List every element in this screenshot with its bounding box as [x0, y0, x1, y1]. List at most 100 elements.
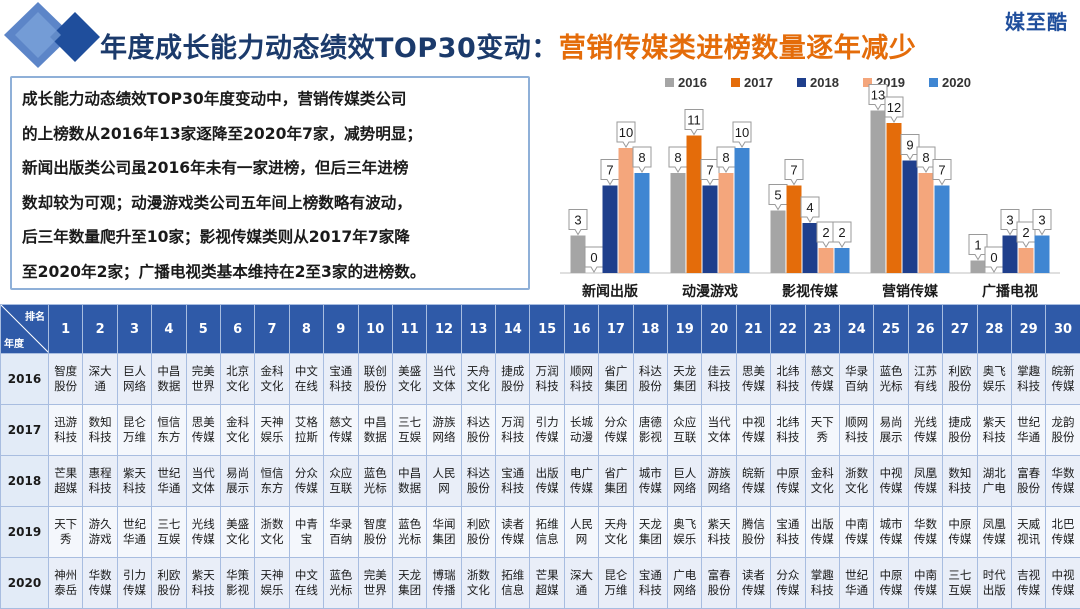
company-cell: 当代文体: [702, 405, 736, 456]
company-cell: 中南传媒: [908, 558, 942, 609]
category-label: 动漫游戏: [682, 283, 738, 300]
legend-swatch: [797, 78, 806, 87]
company-cell: 读者传媒: [496, 507, 530, 558]
rank-header: 29: [1011, 305, 1045, 354]
company-cell: 神州泰岳: [49, 558, 83, 609]
corner-rank-label: 排名: [25, 308, 45, 323]
rank-header: 30: [1046, 305, 1080, 354]
company-name: 浙数文化: [463, 568, 493, 598]
company-name: 蓝色光标: [360, 466, 390, 496]
data-label: 7: [706, 163, 713, 178]
company-cell: 深大通: [83, 354, 117, 405]
table-corner: 排名年度: [1, 305, 49, 354]
company-cell: 凤凰传媒: [977, 507, 1011, 558]
company-cell: 引力传媒: [117, 558, 151, 609]
category-label: 新闻出版: [582, 283, 638, 300]
company-name: 紫天科技: [119, 466, 149, 496]
data-label: 7: [606, 163, 613, 178]
company-cell: 蓝色光标: [392, 507, 426, 558]
company-name: 中昌数据: [395, 466, 425, 496]
rank-header: 16: [564, 305, 598, 354]
company-name: 昆仑万维: [119, 415, 149, 445]
company-cell: 中昌数据: [392, 456, 426, 507]
company-cell: 天舟文化: [461, 354, 495, 405]
company-cell: 中视传媒: [874, 456, 908, 507]
company-name: 紫天科技: [704, 517, 734, 547]
company-cell: 捷成股份: [943, 405, 977, 456]
company-name: 慈文传媒: [807, 364, 837, 394]
company-name: 世纪华通: [842, 568, 872, 598]
company-name: 江苏有线: [910, 364, 940, 394]
company-cell: 湖北广电: [977, 456, 1011, 507]
bar: [819, 248, 834, 273]
company-name: 科达股份: [635, 364, 665, 394]
company-name: 中昌数据: [154, 364, 184, 394]
company-name: 中原传媒: [945, 517, 975, 547]
data-label: 13: [871, 88, 885, 103]
company-cell: 光线传媒: [186, 507, 220, 558]
bar: [903, 161, 918, 274]
company-cell: 华录百纳: [324, 507, 358, 558]
company-name: 易尚展示: [223, 466, 253, 496]
company-name: 佳云科技: [704, 364, 734, 394]
bar: [671, 173, 686, 273]
company-cell: 唐德影视: [633, 405, 667, 456]
company-cell: 完美世界: [186, 354, 220, 405]
legend-swatch: [929, 78, 938, 87]
bar: [871, 111, 886, 274]
company-cell: 中原传媒: [874, 558, 908, 609]
legend-swatch: [665, 78, 674, 87]
company-cell: 中原传媒: [943, 507, 977, 558]
rank-header: 20: [702, 305, 736, 354]
legend-label: 2020: [942, 75, 971, 90]
rank-header: 23: [805, 305, 839, 354]
company-name: 深大通: [85, 364, 115, 394]
company-cell: 智度股份: [49, 354, 83, 405]
company-name: 中南传媒: [842, 517, 872, 547]
company-cell: 世纪华通: [839, 558, 873, 609]
rank-header: 8: [289, 305, 323, 354]
company-cell: 天下秀: [805, 405, 839, 456]
company-cell: 当代文体: [186, 456, 220, 507]
rank-header: 18: [633, 305, 667, 354]
company-cell: 宝通科技: [633, 558, 667, 609]
company-cell: 奥飞娱乐: [668, 507, 702, 558]
bar: [735, 148, 750, 273]
bar: [803, 223, 818, 273]
company-name: 吉视传媒: [1014, 568, 1044, 598]
company-name: 北京文化: [223, 364, 253, 394]
data-label: 7: [938, 163, 945, 178]
company-name: 电广传媒: [567, 466, 597, 496]
company-name: 蓝色光标: [876, 364, 906, 394]
company-cell: 光线传媒: [908, 405, 942, 456]
company-cell: 深大通: [564, 558, 598, 609]
company-cell: 浙数文化: [255, 507, 289, 558]
company-name: 浙数文化: [257, 517, 287, 547]
data-label: 3: [1006, 213, 1013, 228]
company-name: 中青宝: [291, 517, 321, 547]
company-name: 中文在线: [291, 568, 321, 598]
company-name: 数知科技: [945, 466, 975, 496]
page-title: 年度成长能力动态绩效TOP30变动：营销传媒类进榜数量逐年减少: [100, 26, 916, 65]
bar: [971, 261, 986, 274]
data-label: 8: [922, 150, 929, 165]
summary-line: 成长能力动态绩效TOP30年度变动中，营销传媒类公司: [22, 82, 518, 117]
company-cell: 奥飞娱乐: [977, 354, 1011, 405]
company-cell: 浙数文化: [839, 456, 873, 507]
company-cell: 天下秀: [49, 507, 83, 558]
company-cell: 中青宝: [289, 507, 323, 558]
title-part-2: 营销传媒类进榜数量逐年减少: [559, 33, 917, 64]
company-cell: 利欧股份: [943, 354, 977, 405]
company-name: 华录百纳: [326, 517, 356, 547]
rank-header: 10: [358, 305, 392, 354]
title-part-1: 年度成长能力动态绩效TOP30变动：: [100, 33, 559, 64]
company-cell: 中昌数据: [358, 405, 392, 456]
company-name: 金科文化: [807, 466, 837, 496]
company-cell: 天龙集团: [668, 354, 702, 405]
company-cell: 广电网络: [668, 558, 702, 609]
rank-header: 25: [874, 305, 908, 354]
rank-header: 21: [736, 305, 770, 354]
